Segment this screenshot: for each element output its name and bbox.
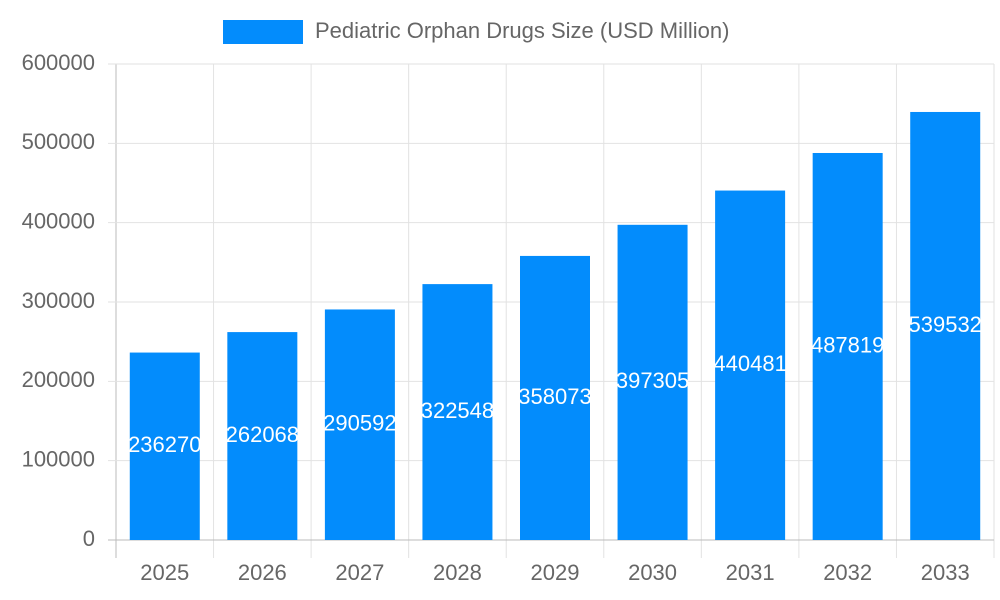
x-tick-label: 2032 [823, 560, 872, 585]
legend-swatch [223, 20, 303, 44]
data-label: 358073 [518, 384, 591, 409]
y-tick-label: 600000 [22, 50, 95, 75]
y-tick-label: 0 [83, 526, 95, 551]
data-label: 440481 [713, 351, 786, 376]
bar [422, 284, 493, 540]
y-tick-label: 100000 [22, 446, 95, 471]
x-tick-label: 2028 [433, 560, 482, 585]
x-tick-label: 2025 [140, 560, 189, 585]
y-tick-label: 500000 [22, 129, 95, 154]
x-tick-label: 2029 [531, 560, 580, 585]
bar [910, 111, 981, 540]
x-tick-label: 2030 [628, 560, 677, 585]
bar [129, 352, 200, 540]
data-label: 262068 [226, 422, 299, 447]
data-label: 397305 [616, 368, 689, 393]
y-tick-label: 400000 [22, 208, 95, 233]
legend-label: Pediatric Orphan Drugs Size (USD Million… [315, 18, 729, 43]
x-tick-label: 2026 [238, 560, 287, 585]
bar [715, 190, 786, 540]
bar [812, 152, 883, 540]
bar [520, 255, 590, 540]
data-label: 487819 [811, 332, 884, 357]
bar [617, 224, 688, 541]
x-tick-label: 2027 [335, 560, 384, 585]
data-label: 322548 [421, 398, 494, 423]
y-tick-label: 200000 [22, 367, 95, 392]
data-label: 539532 [909, 312, 982, 337]
bar [227, 332, 298, 540]
x-tick-label: 2031 [726, 560, 775, 585]
data-label: 236270 [128, 432, 201, 457]
bar [324, 309, 395, 540]
data-label: 290592 [323, 411, 396, 436]
y-tick-label: 300000 [22, 288, 95, 313]
x-tick-label: 2033 [921, 560, 970, 585]
